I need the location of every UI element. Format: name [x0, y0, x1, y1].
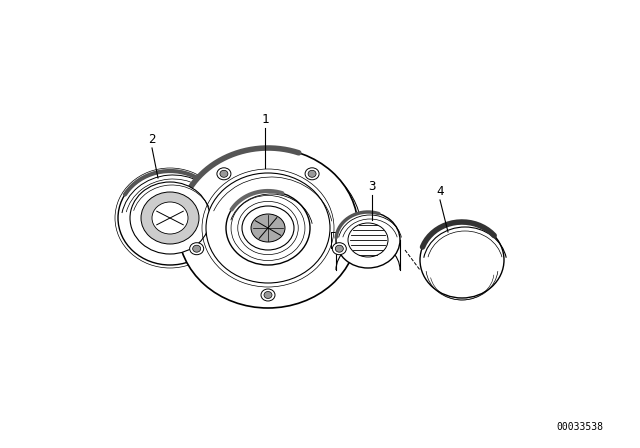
Text: 1: 1 — [261, 113, 269, 126]
Ellipse shape — [332, 243, 346, 255]
Ellipse shape — [264, 292, 272, 298]
Ellipse shape — [420, 222, 504, 298]
Ellipse shape — [261, 289, 275, 301]
Ellipse shape — [336, 212, 400, 268]
Ellipse shape — [226, 191, 310, 265]
Ellipse shape — [130, 182, 210, 254]
Ellipse shape — [152, 202, 188, 234]
Text: 3: 3 — [368, 180, 376, 193]
Ellipse shape — [335, 245, 343, 252]
Ellipse shape — [308, 170, 316, 177]
Ellipse shape — [118, 171, 222, 265]
Text: 00033538: 00033538 — [557, 422, 604, 432]
Ellipse shape — [305, 168, 319, 180]
Ellipse shape — [193, 245, 201, 252]
Text: 4: 4 — [436, 185, 444, 198]
Ellipse shape — [217, 168, 231, 180]
Ellipse shape — [242, 206, 294, 250]
Ellipse shape — [220, 170, 228, 177]
Ellipse shape — [251, 214, 285, 242]
Ellipse shape — [206, 173, 330, 283]
Ellipse shape — [178, 148, 358, 308]
Ellipse shape — [348, 223, 388, 257]
Text: 2: 2 — [148, 133, 156, 146]
Ellipse shape — [141, 192, 199, 244]
Ellipse shape — [189, 243, 204, 255]
